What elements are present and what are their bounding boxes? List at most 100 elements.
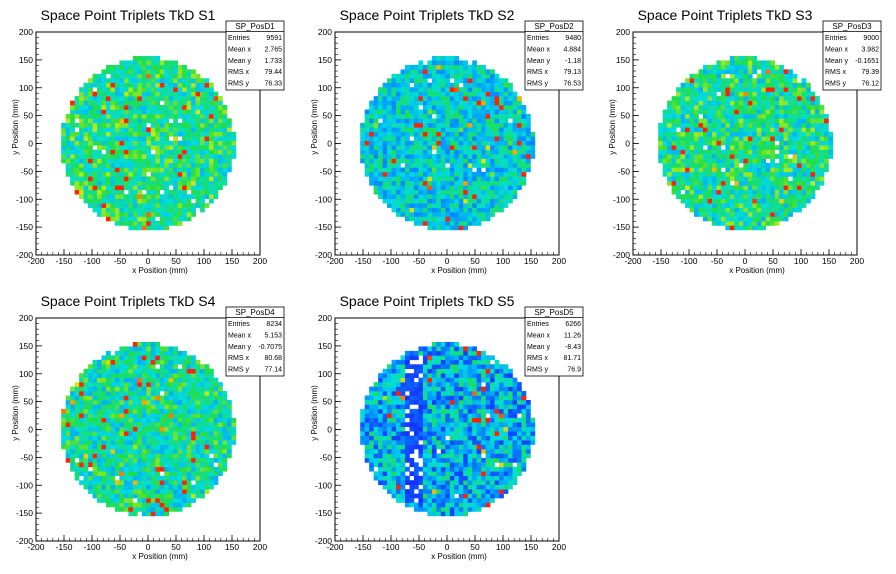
heatmap-bin xyxy=(92,105,98,110)
heatmap-bin xyxy=(436,122,442,128)
heatmap-bin xyxy=(792,149,798,155)
heatmap-bin xyxy=(676,113,681,119)
heatmap-bin xyxy=(454,225,460,231)
heatmap-bin xyxy=(521,122,527,128)
heatmap-bin xyxy=(707,185,713,191)
heatmap-bin xyxy=(119,462,125,468)
heatmap-bin xyxy=(182,96,187,101)
heatmap-bin xyxy=(400,136,406,142)
heatmap-bin xyxy=(209,377,214,383)
heatmap-bin xyxy=(413,198,419,204)
heatmap-bin xyxy=(173,368,178,374)
heatmap-bin xyxy=(141,457,147,463)
heatmap-bin xyxy=(218,145,223,150)
heatmap-bin xyxy=(137,87,143,92)
heatmap-bin xyxy=(409,91,415,97)
heatmap-bin xyxy=(382,154,388,159)
heatmap-bin xyxy=(186,457,192,463)
heatmap-bin xyxy=(150,136,156,142)
heatmap-bin xyxy=(106,435,111,441)
heatmap-bin xyxy=(490,113,495,119)
heatmap-bin xyxy=(226,149,232,155)
stats-value-entries: 9000 xyxy=(863,35,879,42)
heatmap-bin xyxy=(756,145,762,150)
heatmap-bin xyxy=(503,163,509,168)
heatmap-bin xyxy=(525,140,531,146)
heatmap-bin xyxy=(164,203,170,208)
heatmap-bin xyxy=(128,377,134,383)
heatmap-bin xyxy=(797,96,802,101)
heatmap-bin xyxy=(182,435,187,441)
heatmap-bin xyxy=(79,377,84,383)
heatmap-bin xyxy=(508,140,513,146)
heatmap-bin xyxy=(65,171,71,177)
heatmap-bin xyxy=(119,64,125,70)
heatmap-bin xyxy=(92,136,98,142)
heatmap-bin xyxy=(88,449,93,454)
heatmap-bin xyxy=(137,203,143,208)
heatmap-bin xyxy=(200,180,205,186)
heatmap-bin xyxy=(177,408,183,414)
heatmap-bin xyxy=(155,413,161,419)
heatmap-bin xyxy=(770,189,775,195)
heatmap-bin xyxy=(92,391,98,396)
heatmap-bin xyxy=(195,462,201,468)
heatmap-bin xyxy=(128,480,134,485)
heatmap-bin xyxy=(186,167,192,173)
heatmap-bin xyxy=(698,100,704,106)
heatmap-bin xyxy=(110,502,116,508)
heatmap-bin xyxy=(141,422,147,428)
heatmap-bin xyxy=(391,189,397,195)
heatmap-bin xyxy=(779,64,784,70)
heatmap-bin xyxy=(141,82,147,88)
heatmap-bin xyxy=(141,395,147,401)
heatmap-bin xyxy=(173,493,178,499)
heatmap-bin xyxy=(164,373,170,378)
heatmap-bin xyxy=(463,73,469,79)
heatmap-bin xyxy=(725,113,731,119)
heatmap-bin xyxy=(378,91,383,97)
heatmap-bin xyxy=(720,131,726,137)
heatmap-bin xyxy=(373,185,379,191)
heatmap-bin xyxy=(101,413,107,419)
heatmap-bin xyxy=(761,220,767,226)
heatmap-bin xyxy=(716,145,722,150)
heatmap-bin xyxy=(387,113,392,119)
x-tick-label: 150 xyxy=(225,256,239,266)
heatmap-bin xyxy=(440,131,446,137)
heatmap-bin xyxy=(137,453,143,459)
heatmap-bin xyxy=(110,484,116,490)
heatmap-bin xyxy=(182,444,187,450)
heatmap-bin xyxy=(431,171,437,177)
heatmap-bin xyxy=(128,382,134,387)
heatmap-bin xyxy=(213,435,219,441)
heatmap-bin xyxy=(155,368,161,374)
heatmap-bin xyxy=(463,203,469,208)
heatmap-bin xyxy=(137,484,143,490)
heatmap-bin xyxy=(454,91,460,97)
heatmap-bin xyxy=(797,82,802,88)
heatmap-bin xyxy=(373,96,379,101)
heatmap-bin xyxy=(141,408,147,414)
heatmap-bin xyxy=(494,180,500,186)
x-tick-label: -150 xyxy=(652,256,669,266)
heatmap-bin xyxy=(150,489,156,494)
heatmap-bin xyxy=(119,105,125,110)
heatmap-bin xyxy=(445,55,451,61)
heatmap-bin xyxy=(74,96,80,101)
heatmap-bin xyxy=(734,122,740,128)
heatmap-bin xyxy=(734,91,740,97)
heatmap-bin xyxy=(182,113,187,119)
heatmap-bin xyxy=(503,198,509,204)
heatmap-bin xyxy=(703,118,708,124)
heatmap-bin xyxy=(792,131,798,137)
heatmap-bin xyxy=(431,207,437,213)
heatmap-bin xyxy=(177,203,183,208)
heatmap-bin xyxy=(110,355,116,361)
heatmap-bin xyxy=(150,203,156,208)
heatmap-bin xyxy=(123,364,129,370)
heatmap-bin xyxy=(155,399,161,405)
heatmap-bin xyxy=(132,413,138,419)
heatmap-bin xyxy=(806,96,811,101)
heatmap-bin xyxy=(770,220,775,226)
